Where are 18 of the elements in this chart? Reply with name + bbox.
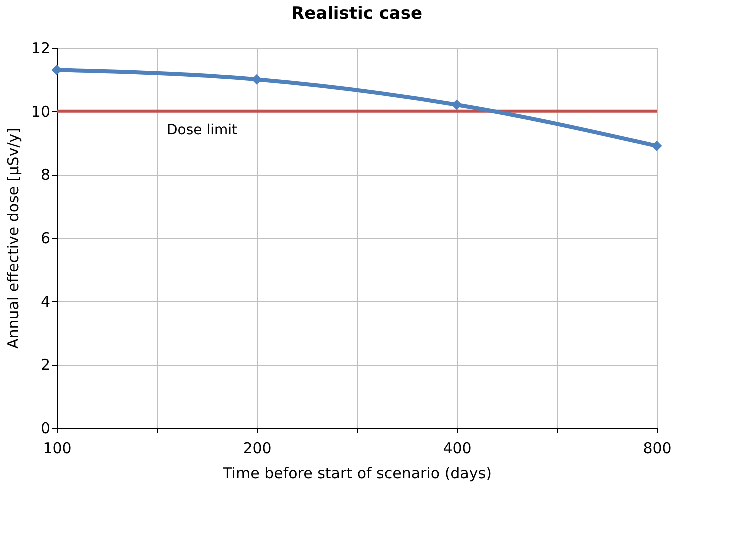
y-tick-label: 10	[31, 102, 50, 121]
x-tick-label: 100	[43, 440, 72, 458]
y-tick-label: 2	[40, 356, 50, 374]
x-tick-label: 200	[243, 440, 272, 458]
y-axis-title: Annual effective dose [µSv/y]	[4, 128, 22, 349]
y-tick-label: 6	[40, 230, 50, 248]
x-axis-title: Time before start of scenario (days)	[222, 464, 492, 482]
chart-title: Realistic case	[291, 4, 423, 24]
y-tick-label: 0	[40, 420, 50, 438]
point	[452, 100, 462, 110]
x-tick-label: 800	[643, 440, 672, 458]
ref-line-label: Dose limit	[167, 122, 238, 138]
point	[252, 74, 262, 85]
point	[652, 140, 662, 152]
y-tick-label: 8	[40, 166, 50, 184]
y-tick-label: 12	[31, 40, 50, 58]
x-tick-label: 400	[443, 440, 472, 458]
y-tick-label: 4	[40, 292, 50, 311]
